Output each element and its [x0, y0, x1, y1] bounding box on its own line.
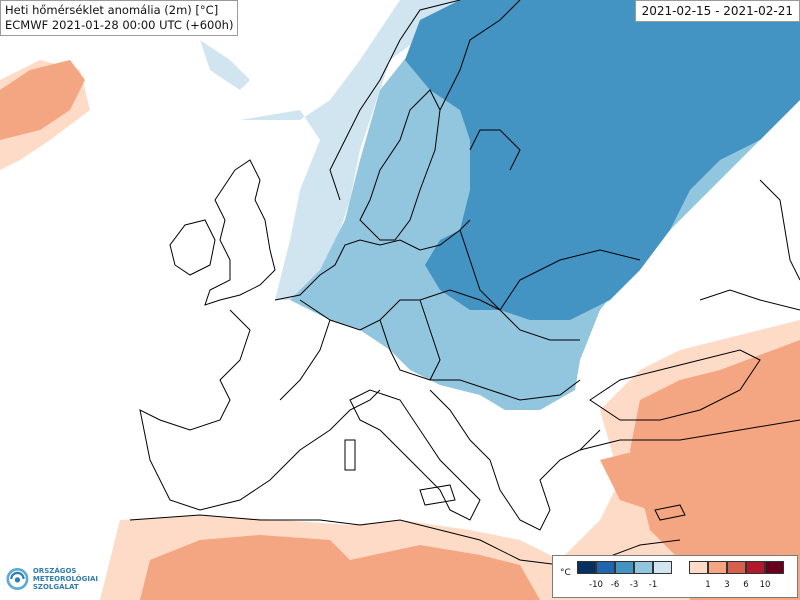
- logo-line-3: SZOLGÁLAT: [32, 583, 79, 591]
- legend-label-warm-3: 10: [759, 580, 771, 590]
- anomaly-area-dark-blue: [405, 0, 800, 320]
- legend-swatch-warm-4: [765, 561, 784, 574]
- omsz-swirl-icon: [6, 568, 29, 590]
- legend-label-warm-2: 6: [743, 580, 749, 590]
- color-legend: °C -10 -6 -3 -1 1 3 6 10: [552, 555, 798, 598]
- legend-swatch-cold-4: [653, 561, 672, 574]
- legend-label-cold-2: -3: [629, 580, 639, 590]
- legend-swatch-warm-0: [689, 561, 708, 574]
- date-range-box: 2021-02-15 - 2021-02-21: [634, 0, 800, 22]
- legend-label-warm-1: 3: [724, 580, 730, 590]
- legend-label-cold-0: -10: [589, 580, 603, 590]
- legend-swatch-warm-3: [746, 561, 765, 574]
- anomaly-area-light-blue: [200, 0, 480, 300]
- map-title-box: Heti hőmérséklet anomália (2m) [°C] ECMW…: [0, 0, 239, 36]
- model-run-info: ECMWF 2021-01-28 00:00 UTC (+600h): [5, 18, 234, 32]
- legend-label-cold-3: -1: [648, 580, 658, 590]
- map-title: Heti hőmérséklet anomália (2m) [°C]: [5, 3, 219, 17]
- legend-swatch-warm-2: [727, 561, 746, 574]
- legend-label-cold-1: -6: [610, 580, 620, 590]
- logo-line-2: METEOROLÓGIAI: [32, 575, 98, 583]
- legend-unit: °C: [560, 568, 571, 578]
- coastlines-borders: [129, 0, 800, 566]
- legend-swatch-cold-2: [615, 561, 634, 574]
- legend-swatch-cold-1: [596, 561, 615, 574]
- legend-swatch-cold-3: [634, 561, 653, 574]
- anomaly-area-warm: [0, 60, 800, 600]
- legend-swatch-warm-1: [708, 561, 727, 574]
- legend-label-warm-0: 1: [705, 580, 711, 590]
- legend-swatch-cold-0: [577, 561, 596, 574]
- logo-line-1: ORSZÁGOS: [32, 567, 77, 575]
- omsz-logo: ORSZÁGOS METEOROLÓGIAI SZOLGÁLAT: [2, 560, 98, 598]
